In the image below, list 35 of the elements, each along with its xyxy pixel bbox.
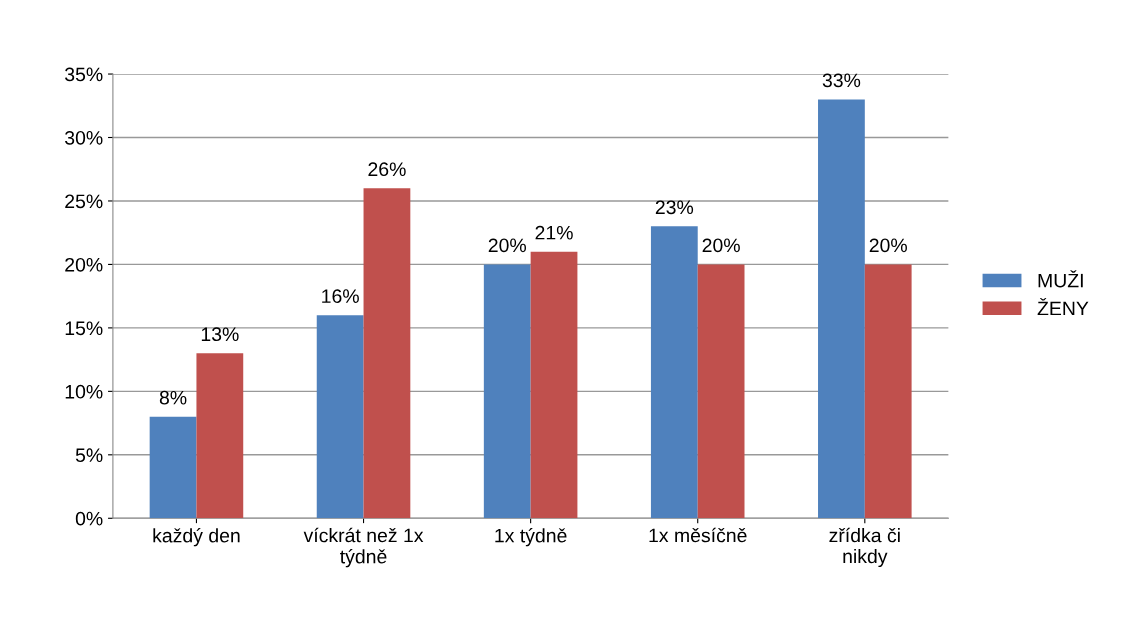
y-tick-label: 30% (65, 130, 103, 145)
bar (530, 251, 578, 519)
bar (864, 264, 912, 519)
y-tick-label: 20% (65, 257, 103, 272)
data-label: 8% (159, 390, 187, 405)
data-label: 13% (201, 327, 239, 342)
y-tick-label: 35% (65, 67, 103, 82)
bar (483, 264, 531, 519)
data-label: 33% (822, 73, 861, 88)
data-label: 20% (488, 238, 526, 253)
bar (196, 353, 244, 519)
y-tick-label: 15% (65, 321, 103, 336)
y-tick-label: 5% (75, 448, 103, 463)
data-label: 26% (368, 162, 406, 177)
data-label: 21% (535, 225, 573, 240)
bar (316, 315, 364, 519)
x-tick-label: víckrát než 1x týdně (303, 527, 424, 568)
y-tick-label: 0% (75, 511, 103, 526)
bar (149, 416, 197, 519)
legend-label: MUŽI (1038, 270, 1083, 288)
x-tick-label: každý den (153, 528, 240, 547)
data-label: 20% (869, 238, 907, 253)
data-label: 23% (655, 200, 694, 215)
data-label: 20% (702, 238, 740, 253)
bar (697, 264, 745, 519)
bar (363, 188, 411, 519)
x-tick-label: 1x měsíčně (649, 527, 747, 543)
x-tick-label: 1x týdně (495, 528, 567, 547)
data-label: 16% (322, 289, 359, 304)
bar (818, 99, 865, 519)
y-tick-label: 25% (65, 194, 103, 209)
legend-label: ŽENY (1037, 298, 1089, 316)
x-tick-label: zřídka či nikdy (829, 527, 900, 568)
bar (650, 226, 698, 519)
y-tick-label: 10% (65, 384, 103, 399)
